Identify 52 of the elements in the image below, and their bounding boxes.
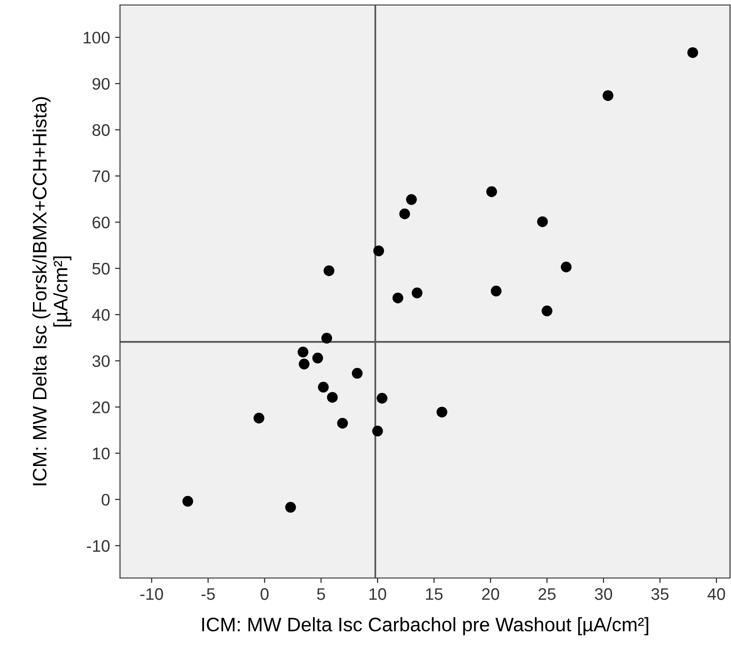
y-tick-label: 0 bbox=[102, 494, 110, 506]
point bbox=[318, 382, 329, 393]
x-tick-label: 35 bbox=[651, 588, 669, 600]
x-tick-label: 20 bbox=[482, 588, 500, 600]
y-tick-label: 20 bbox=[92, 401, 110, 414]
x-axis-title: ICM: MW Delta Isc Carbachol pre Washout [µA/cm²] bbox=[202, 617, 648, 636]
point bbox=[182, 496, 194, 507]
y-tick-label: -10 bbox=[86, 540, 110, 552]
point bbox=[406, 194, 417, 205]
y-tick-label: 10 bbox=[93, 448, 110, 460]
point bbox=[326, 392, 338, 403]
x-tick-label: 30 bbox=[594, 588, 612, 600]
point bbox=[602, 90, 614, 101]
point bbox=[298, 346, 308, 358]
point bbox=[324, 265, 334, 276]
point bbox=[436, 406, 448, 418]
y-tick-label: 80 bbox=[92, 124, 110, 136]
x-tick-label: 0 bbox=[260, 588, 269, 600]
x-tick-label: 25 bbox=[538, 588, 556, 600]
point bbox=[399, 208, 410, 220]
x-tick-label: -5 bbox=[201, 588, 215, 600]
point bbox=[373, 245, 384, 256]
point bbox=[372, 426, 383, 436]
point bbox=[312, 352, 324, 364]
y-tick-label: 40 bbox=[92, 309, 110, 321]
point bbox=[490, 286, 502, 296]
point bbox=[352, 368, 363, 379]
point bbox=[285, 502, 296, 513]
point bbox=[537, 216, 548, 228]
point bbox=[486, 186, 498, 198]
point bbox=[542, 306, 552, 316]
x-tick-label: -10 bbox=[140, 588, 164, 600]
x-tick-label: 15 bbox=[426, 588, 443, 600]
x-tick-label: 40 bbox=[708, 588, 726, 600]
y-axis-title: ICM: MW Delta Isc (Forsk/IBMX+CCH+Hista) [µA/cm²] bbox=[32, 97, 72, 486]
y-tick-label: 50 bbox=[92, 262, 110, 275]
point bbox=[376, 392, 388, 404]
point bbox=[254, 412, 264, 424]
point bbox=[337, 418, 348, 429]
y-tick-label: 90 bbox=[92, 78, 110, 90]
x-tick-label: 5 bbox=[317, 588, 326, 600]
point bbox=[560, 262, 572, 272]
point bbox=[412, 288, 422, 298]
y-tick-label: 30 bbox=[92, 355, 110, 368]
x-tick-label: 10 bbox=[370, 588, 386, 600]
point bbox=[298, 358, 310, 370]
point bbox=[321, 332, 332, 344]
point bbox=[392, 292, 404, 304]
y-tick-label: 60 bbox=[92, 216, 110, 228]
y-tick-label: 100 bbox=[84, 32, 110, 44]
point bbox=[687, 47, 698, 58]
y-tick-label: 70 bbox=[92, 170, 110, 182]
